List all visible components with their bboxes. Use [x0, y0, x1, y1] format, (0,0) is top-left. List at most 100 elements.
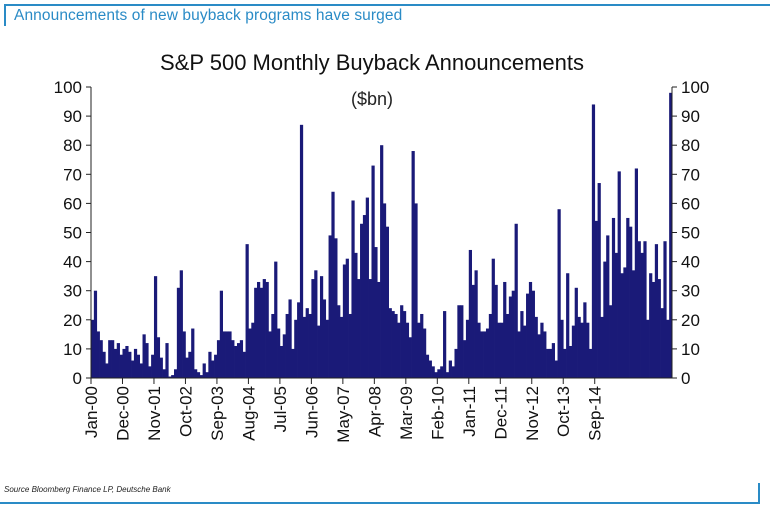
- bar: [236, 343, 241, 378]
- bar: [162, 369, 166, 378]
- bar: [354, 252, 358, 378]
- bar: [420, 313, 424, 378]
- bar: [589, 348, 593, 378]
- bar: [468, 249, 472, 378]
- bar: [168, 376, 172, 378]
- bar: [557, 209, 561, 378]
- bar: [620, 273, 624, 378]
- bar: [463, 340, 467, 378]
- bar: [113, 348, 118, 378]
- bar: [142, 334, 146, 378]
- bar: [454, 348, 458, 378]
- bar: [116, 343, 120, 378]
- y-tick-label-right: 30: [681, 282, 700, 301]
- bar: [360, 223, 364, 378]
- bar: [277, 328, 281, 378]
- y-tick-label-left: 50: [63, 224, 82, 243]
- x-tick-label: May-07: [334, 386, 353, 443]
- bar: [96, 331, 100, 378]
- bar: [440, 366, 444, 378]
- bar: [591, 104, 596, 379]
- bar: [583, 302, 587, 378]
- bar: [342, 264, 347, 378]
- bar: [580, 322, 584, 378]
- bar: [488, 313, 493, 378]
- bar: [543, 331, 547, 378]
- x-tick-label: Jan-11: [460, 386, 479, 437]
- bar: [208, 351, 212, 378]
- bar: [537, 334, 541, 378]
- bar: [523, 325, 527, 378]
- bar: [133, 348, 138, 378]
- bar: [500, 322, 504, 378]
- y-tick-label-left: 0: [73, 369, 82, 388]
- bar: [480, 331, 484, 378]
- bar: [617, 171, 621, 378]
- bar: [299, 124, 304, 378]
- bar: [265, 281, 269, 378]
- bar: [402, 311, 407, 378]
- bar: [205, 372, 209, 378]
- x-tick-label: Aug-04: [239, 386, 258, 441]
- y-tick-label-left: 80: [63, 136, 82, 155]
- bar: [254, 287, 258, 378]
- bar: [651, 281, 656, 378]
- bar: [165, 343, 169, 378]
- bar: [196, 372, 201, 378]
- bar: [600, 316, 604, 378]
- bar: [151, 354, 155, 378]
- bar: [131, 360, 135, 378]
- bar: [414, 203, 418, 378]
- bar: [245, 244, 249, 378]
- bar: [551, 343, 555, 378]
- bar: [153, 276, 158, 378]
- bar: [185, 357, 189, 378]
- bar: [262, 279, 266, 378]
- bar: [506, 313, 510, 378]
- y-tick-label-left: 20: [63, 311, 82, 330]
- bar: [297, 302, 301, 378]
- bar: [368, 279, 372, 378]
- bar: [660, 308, 664, 378]
- y-tick-label-right: 80: [681, 136, 700, 155]
- bar: [428, 360, 432, 378]
- bar: [93, 290, 98, 378]
- bar: [465, 319, 470, 378]
- bar: [228, 331, 232, 378]
- bar: [606, 235, 610, 378]
- bar: [285, 313, 289, 378]
- bar: [159, 357, 163, 378]
- bar: [448, 360, 452, 378]
- bar: [443, 311, 447, 378]
- bar: [248, 328, 252, 378]
- bar: [211, 360, 215, 378]
- bar: [540, 322, 544, 378]
- bar: [437, 369, 441, 378]
- bar: [268, 331, 272, 378]
- bar: [145, 343, 149, 378]
- bar: [640, 252, 644, 378]
- bar: [274, 261, 278, 378]
- y-tick-label-left: 30: [63, 282, 82, 301]
- bar: [546, 348, 550, 378]
- bar: [643, 241, 647, 378]
- bar: [485, 328, 490, 378]
- bar: [405, 322, 410, 378]
- x-tick-label: Sep-14: [586, 386, 605, 441]
- bar: [566, 273, 570, 378]
- banner-title: Announcements of new buyback programs ha…: [14, 7, 403, 24]
- y-tick-label-right: 10: [681, 340, 700, 359]
- bar: [631, 270, 636, 378]
- bar: [156, 337, 161, 378]
- bar: [174, 369, 178, 378]
- footer-corner: [758, 483, 760, 504]
- bar: [345, 258, 349, 378]
- y-tick-label-right: 70: [681, 165, 700, 184]
- x-tick-label: Oct-02: [176, 386, 195, 437]
- bar: [136, 354, 140, 378]
- footer-rule: [0, 502, 760, 504]
- y-tick-label-right: 0: [681, 369, 690, 388]
- bar: [105, 363, 109, 378]
- bar: [554, 360, 558, 378]
